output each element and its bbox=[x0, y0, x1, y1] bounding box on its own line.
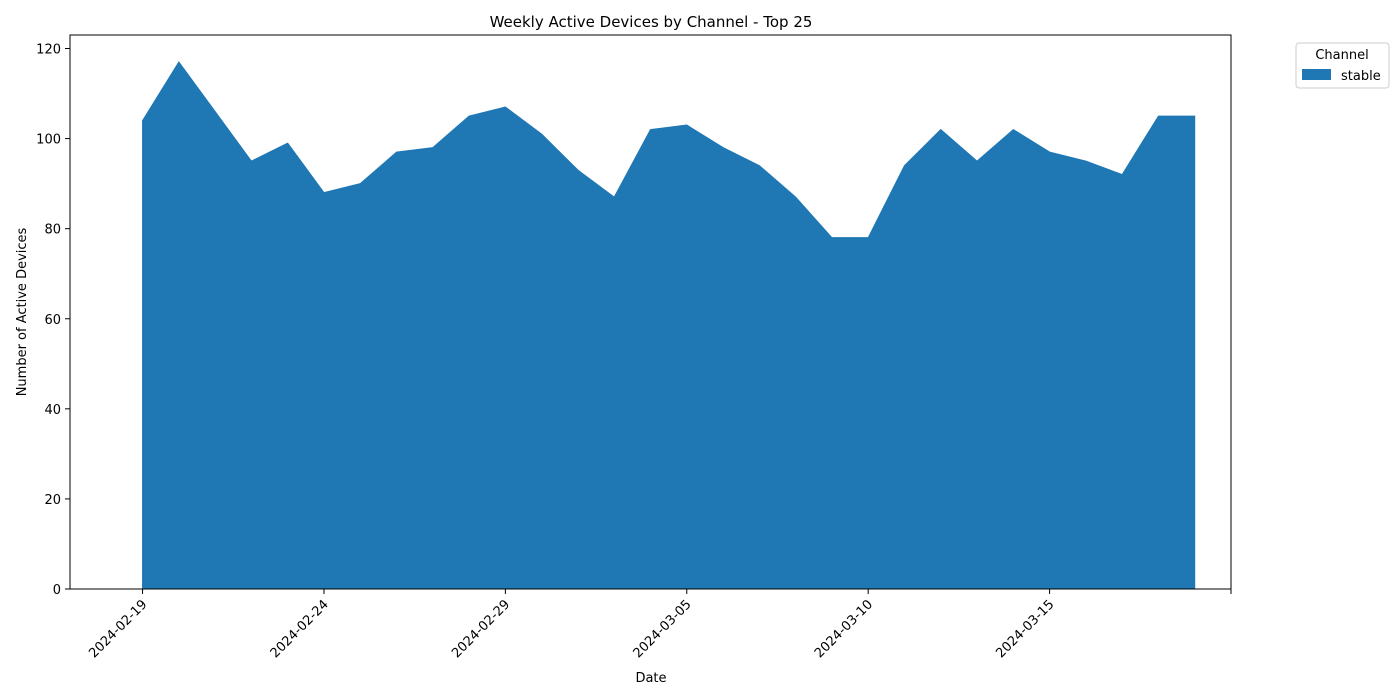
legend-swatch-stable bbox=[1302, 69, 1331, 80]
x-tick-label: 2024-02-24 bbox=[268, 597, 332, 661]
x-tick-label: 2024-03-15 bbox=[993, 597, 1057, 661]
plot-area bbox=[143, 62, 1195, 589]
x-axis: 2024-02-19 2024-02-24 2024-02-29 2024-03-05… bbox=[86, 589, 1231, 661]
area-series-stable bbox=[143, 62, 1195, 589]
y-tick-label: 120 bbox=[36, 43, 61, 58]
y-tick-label: 40 bbox=[44, 403, 61, 418]
legend-title: Channel bbox=[1315, 48, 1368, 63]
y-axis-label: Number of Active Devices bbox=[15, 227, 30, 396]
y-axis: 0 20 40 60 80 100 120 bbox=[36, 43, 70, 598]
x-tick-label: 2024-02-29 bbox=[449, 597, 513, 661]
y-tick-label: 100 bbox=[36, 133, 61, 148]
legend: Channel stable bbox=[1296, 43, 1389, 88]
y-tick-label: 60 bbox=[44, 313, 61, 328]
x-tick-label: 2024-03-05 bbox=[631, 597, 695, 661]
y-tick-label: 80 bbox=[44, 223, 61, 238]
y-tick-label: 20 bbox=[44, 493, 61, 508]
x-tick-label: 2024-03-10 bbox=[812, 597, 876, 661]
x-axis-label: Date bbox=[635, 671, 666, 686]
y-tick-label: 0 bbox=[53, 583, 61, 598]
x-tick-label: 2024-02-19 bbox=[86, 597, 150, 661]
legend-label-stable: stable bbox=[1341, 69, 1381, 84]
chart-title: Weekly Active Devices by Channel - Top 2… bbox=[490, 13, 813, 31]
